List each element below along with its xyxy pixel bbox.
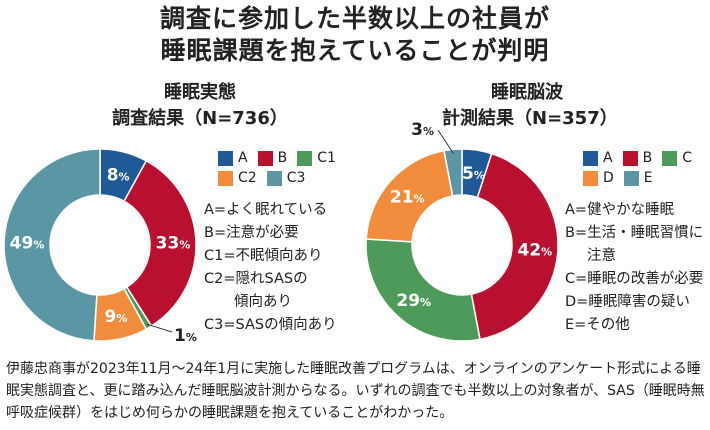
definition: B=生活・睡眠習慣に — [565, 225, 704, 241]
data-label: 3% — [411, 120, 434, 140]
data-label: 1% — [174, 326, 197, 346]
definition: C1=不眠傾向あり — [204, 248, 323, 264]
right-chart-title: 睡眠脳波 計測結果（N=357） — [442, 80, 618, 132]
left-chart-title: 睡眠実態 調査結果（N=736） — [110, 80, 290, 132]
legend-label: C1 — [317, 150, 336, 166]
right-title-1: 睡眠脳波 — [491, 82, 563, 103]
data-label: 33% — [156, 234, 191, 254]
data-label: 42% — [518, 241, 553, 261]
legend-item: B — [257, 150, 288, 166]
data-label: 8% — [107, 165, 130, 185]
definition: B=注意が必要 — [204, 225, 299, 241]
legend-item: E — [623, 170, 653, 186]
legend-swatch — [218, 170, 233, 186]
legend-swatch — [662, 150, 678, 166]
legend-label: A — [238, 150, 248, 166]
legend-label: B — [642, 150, 653, 166]
legend-swatch — [218, 150, 233, 166]
legend-item: C3 — [266, 170, 306, 186]
definition: 注意 — [587, 248, 616, 264]
legend-swatch — [297, 150, 313, 166]
legend-swatch — [583, 170, 598, 186]
legend-label: C2 — [238, 170, 257, 186]
slice-C3 — [3, 148, 101, 342]
data-label: 9% — [104, 307, 127, 327]
definition: E=その他 — [565, 317, 630, 333]
legend-item: A — [218, 150, 248, 166]
slice-B — [470, 152, 559, 341]
legend-row: C2 C3 — [218, 170, 336, 186]
legend-swatch — [622, 150, 638, 166]
left-definitions: A=よく眠れている B=注意が必要 C1=不眠傾向あり C2=隠れSASの 傾向… — [204, 199, 337, 337]
left-title-2: 調査結果（N=736） — [112, 108, 288, 129]
definition: D=睡眠障害の疑い — [565, 294, 690, 310]
legend-row: A B C1 — [218, 150, 336, 166]
legend-swatch — [257, 150, 273, 166]
data-label: 29% — [396, 291, 431, 311]
legend-label: A — [603, 150, 613, 166]
legend-item: B — [622, 150, 653, 166]
leader-line — [437, 129, 454, 154]
legend-label: C3 — [286, 170, 306, 186]
data-label: 5% — [462, 164, 485, 184]
title-line2: 睡眠課題を抱えていることが判明 — [160, 36, 550, 65]
slice-E — [443, 148, 463, 197]
right-definitions: A=健やかな睡眠 B=生活・睡眠習慣に 注意 C=睡眠の改善が必要 D=睡眠障害… — [565, 199, 703, 337]
title-line1: 調査に参加した半数以上の社員が — [159, 4, 550, 33]
legend-swatch — [623, 170, 639, 186]
legend-item: C — [662, 150, 692, 166]
definition: C=睡眠の改善が必要 — [565, 271, 704, 287]
legend-label: C — [682, 150, 692, 166]
definition: 傾向あり — [234, 294, 292, 310]
definition: A=健やかな睡眠 — [565, 202, 675, 218]
definition: A=よく眠れている — [204, 202, 328, 218]
slice-C — [365, 238, 481, 342]
right-title-2: 計測結果（N=357） — [442, 108, 618, 129]
legend-label: B — [277, 150, 288, 166]
left-legend: A B C1 C2 C3 — [218, 150, 336, 190]
left-title-1: 睡眠実態 — [164, 82, 236, 103]
legend-label: E — [643, 170, 653, 186]
legend-row: A B C — [583, 150, 692, 166]
legend-item: C1 — [297, 150, 336, 166]
legend-label: D — [603, 170, 614, 186]
legend-item: D — [583, 170, 614, 186]
legend-swatch — [266, 170, 282, 186]
definition: C2=隠れSASの — [204, 271, 308, 287]
leader-line — [146, 323, 173, 333]
data-label: 49% — [10, 234, 45, 254]
legend-swatch — [583, 150, 598, 166]
data-label: 21% — [390, 188, 425, 208]
definition: C3=SASの傾向あり — [204, 317, 337, 333]
legend-item: C2 — [218, 170, 257, 186]
legend-item: A — [583, 150, 613, 166]
description: 伊藤忠商事が2023年11月～24年1月に実施した睡眠改善プログラムは、オンライ… — [6, 361, 705, 421]
slice-B — [123, 159, 197, 328]
